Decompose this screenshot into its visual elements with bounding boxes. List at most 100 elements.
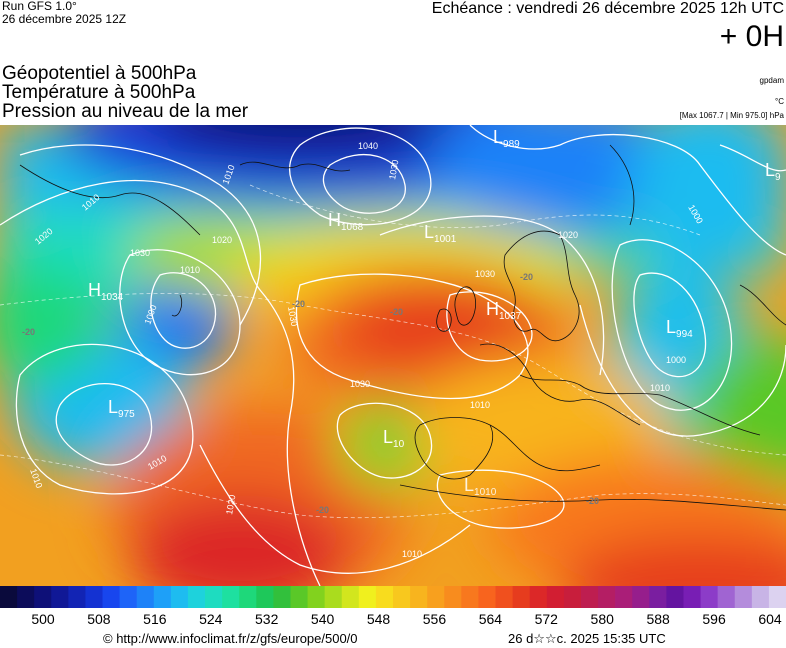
- pressure-center-l-975: L975: [108, 397, 135, 420]
- lead-time: + 0H: [719, 20, 784, 53]
- pressure-range: [Max 1067.7 | Min 975.0] hPa: [679, 111, 784, 120]
- geopotential-shading: [0, 125, 786, 586]
- scale-swatch: [649, 586, 667, 608]
- scale-swatch: [119, 586, 138, 608]
- field-geopotential: Géopotentiel à 500hPa: [2, 63, 197, 84]
- scale-label: 596: [702, 611, 726, 627]
- isobar-label: 1020: [558, 230, 578, 240]
- scale-swatch: [375, 586, 394, 608]
- pressure-center-l-989: L989: [493, 127, 520, 150]
- isobar-label: 1030: [350, 379, 370, 389]
- isotherm-label: -20: [586, 496, 599, 506]
- scale-swatch: [68, 586, 87, 608]
- isobar-label: 1040: [358, 141, 378, 151]
- scale-swatch: [136, 586, 155, 608]
- scale-label: 580: [590, 611, 614, 627]
- scale-swatch: [461, 586, 480, 608]
- isobar-label: 1010: [650, 383, 670, 393]
- scale-label: 524: [199, 611, 223, 627]
- scale-swatch: [85, 586, 104, 608]
- field-temperature: Température à 500hPa: [2, 82, 196, 103]
- isobar-label: 1000: [666, 355, 686, 365]
- scale-swatch: [341, 586, 360, 608]
- isotherm-label: -20: [316, 505, 329, 515]
- scale-label: 564: [478, 611, 503, 627]
- pressure-center-l-10: L10: [383, 427, 405, 450]
- scale-swatch: [410, 586, 428, 608]
- color-scale: [0, 586, 786, 608]
- scale-swatch: [478, 586, 497, 608]
- scale-swatch: [324, 586, 343, 608]
- unit-celsius: °C: [775, 97, 784, 106]
- scale-swatch: [598, 586, 616, 608]
- pressure-center-h-1068: H1068: [328, 210, 364, 233]
- scale-swatch: [256, 586, 274, 608]
- scale-swatch: [427, 586, 445, 608]
- isotherm-label: -20: [22, 327, 35, 337]
- scale-swatch: [290, 586, 309, 608]
- scale-swatch: [683, 586, 702, 608]
- isobar-label: 1020: [224, 494, 237, 515]
- pressure-center-labels: H1034 H1068 H1037 L989 L1001 L9 L994 L97…: [88, 127, 781, 498]
- scale-swatch: [751, 586, 770, 608]
- pressure-center-h-1034: H1034: [88, 280, 124, 303]
- scale-swatch: [187, 586, 206, 608]
- scale-swatch: [17, 586, 35, 608]
- isobar-label: 1030: [475, 269, 495, 279]
- scale-swatch: [546, 586, 565, 608]
- pressure-center-l-994: L994: [666, 317, 693, 340]
- weather-map: H1034 H1068 H1037 L989 L1001 L9 L994 L97…: [0, 125, 786, 586]
- pressure-center-l-1001: L1001: [424, 222, 457, 245]
- isobar-label: 1010: [470, 400, 490, 410]
- footer-generated: 26 d☆☆c. 2025 15:35 UTC: [508, 631, 666, 646]
- scale-swatch: [358, 586, 377, 608]
- scale-swatch: [0, 586, 18, 608]
- isotherm-label: -20: [390, 307, 403, 317]
- scale-swatch: [563, 586, 582, 608]
- pressure-center-h-1037: H1037: [486, 299, 522, 322]
- isobar-label: 1030: [286, 306, 299, 327]
- scale-swatch: [615, 586, 633, 608]
- scale-swatch: [632, 586, 650, 608]
- scale-swatch: [700, 586, 719, 608]
- scale-swatch: [205, 586, 223, 608]
- scale-label: 532: [255, 611, 279, 627]
- scale-swatch: [666, 586, 685, 608]
- scale-swatch: [717, 586, 736, 608]
- scale-label: 588: [646, 611, 670, 627]
- scale-swatch: [170, 586, 189, 608]
- unit-gpdam: gpdam: [759, 76, 784, 85]
- scale-label: 556: [422, 611, 447, 627]
- footer-credit: © http://www.infoclimat.fr/z/gfs/europe/…: [103, 631, 358, 646]
- scale-swatch: [512, 586, 531, 608]
- scale-swatch: [768, 586, 786, 608]
- valid-time: Echéance : vendredi 26 décembre 2025 12h…: [431, 0, 784, 17]
- scale-swatch: [495, 586, 514, 608]
- scale-swatch: [734, 586, 753, 608]
- isobars: [0, 125, 786, 586]
- scale-swatch: [273, 586, 292, 608]
- isotherms: [0, 184, 786, 519]
- scale-swatch: [222, 586, 240, 608]
- isobar-label: 1030: [130, 248, 150, 258]
- isotherm-label: -20: [292, 299, 305, 309]
- pressure-center-l-1010: L1010: [464, 475, 497, 498]
- isobar-label: 1010: [180, 265, 200, 275]
- scale-swatch: [529, 586, 548, 608]
- scale-label: 604: [758, 611, 782, 627]
- scale-swatch: [393, 586, 411, 608]
- scale-label: 508: [87, 611, 111, 627]
- isobar-label: 1030: [387, 159, 400, 180]
- scale-label: 500: [31, 611, 55, 627]
- pressure-center-l-9: L9: [765, 160, 781, 183]
- run-date: 26 décembre 2025 12Z: [2, 12, 127, 26]
- scale-label: 540: [310, 611, 335, 627]
- scale-swatch: [444, 586, 462, 608]
- scale-label: 516: [143, 611, 167, 627]
- isotherm-value-labels: -20 -20 -20 -20 -20 -20: [22, 272, 599, 515]
- scale-swatch: [153, 586, 172, 608]
- scale-swatch: [580, 586, 599, 608]
- isotherm-label: -20: [520, 272, 533, 282]
- scale-swatch: [239, 586, 257, 608]
- run-label: Run GFS 1.0°: [2, 0, 77, 13]
